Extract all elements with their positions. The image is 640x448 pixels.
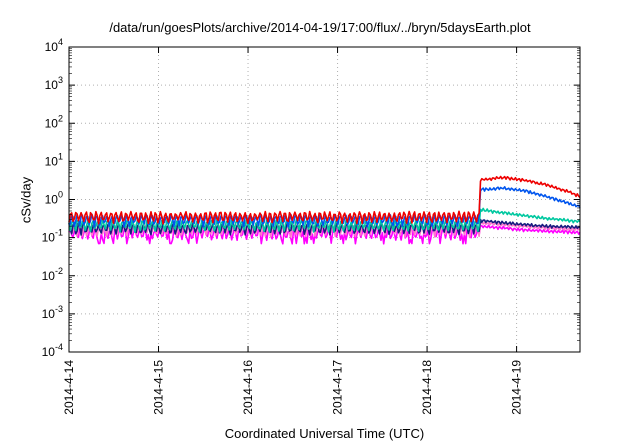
x-tick-label: 2014-4-16 bbox=[241, 360, 255, 415]
chart-title: /data/run/goesPlots/archive/2014-04-19/1… bbox=[109, 20, 531, 35]
x-tick-label: 2014-4-18 bbox=[420, 360, 434, 415]
series-line bbox=[68, 175, 581, 225]
series-line bbox=[68, 186, 581, 228]
x-axis-label: Coordinated Universal Time (UTC) bbox=[224, 426, 425, 441]
x-tick-label: 2014-4-19 bbox=[510, 360, 524, 415]
y-tick-label: 10-3 bbox=[42, 304, 63, 321]
y-tick-label: 10-1 bbox=[42, 228, 63, 245]
y-tick-label: 100 bbox=[45, 190, 63, 207]
grid-lines bbox=[69, 47, 580, 352]
y-tick-label: 103 bbox=[45, 75, 63, 92]
series-line bbox=[68, 207, 581, 233]
x-tick-label: 2014-4-14 bbox=[62, 360, 76, 415]
y-tick-label: 101 bbox=[45, 151, 63, 168]
y-tick-label: 10-2 bbox=[42, 266, 63, 283]
axis-ticks: 10-4 10-3 10-2 10-1 100 101 102 103 104 2014-4-14… bbox=[42, 37, 580, 415]
y-tick-label: 10-4 bbox=[42, 342, 63, 359]
y-tick-label: 102 bbox=[45, 113, 63, 130]
x-tick-label: 2014-4-15 bbox=[152, 360, 166, 415]
y-tick-label: 104 bbox=[45, 37, 63, 54]
x-tick-label: 2014-4-17 bbox=[331, 360, 345, 415]
series-lines bbox=[68, 175, 581, 245]
